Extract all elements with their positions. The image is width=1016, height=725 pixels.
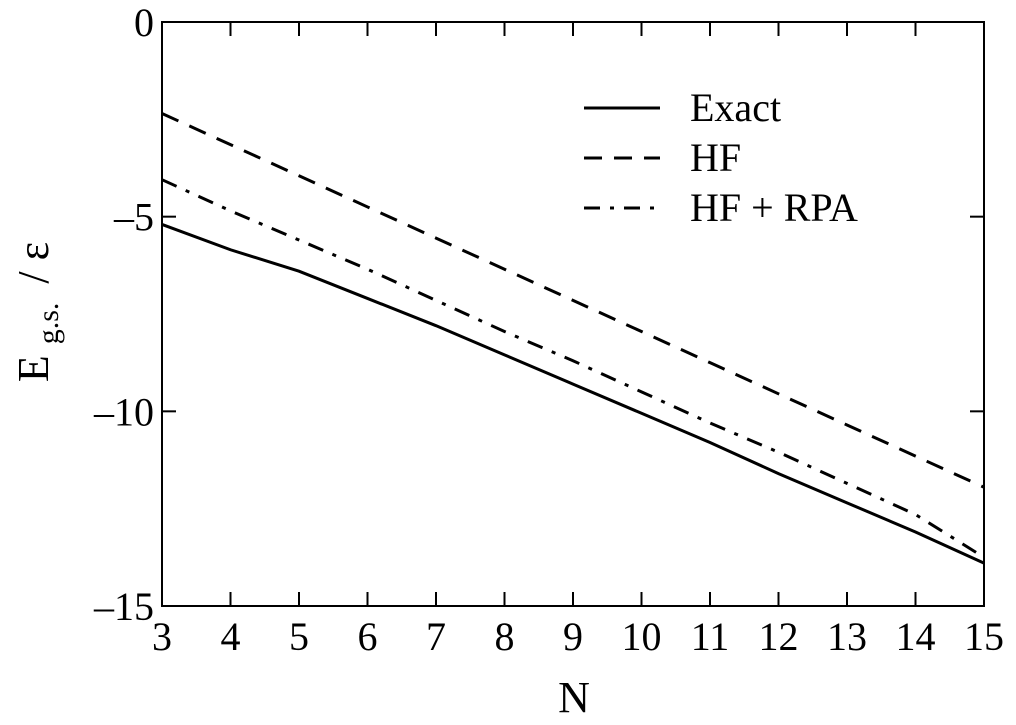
x-tick-label: 6 [358, 614, 378, 659]
x-tick-label: 4 [221, 614, 241, 659]
legend: Exact HF HF + RPA [584, 85, 858, 230]
y-axis-title-group: E g.s. / ε [9, 242, 68, 382]
axes-layer: 3 4 5 6 7 8 9 10 11 12 13 14 15 0 –5 –10 –15 [93, 0, 1004, 659]
legend-label-hf-rpa: HF + RPA [690, 185, 858, 230]
x-tick-label: 3 [152, 614, 172, 659]
x-tick-label: 9 [563, 614, 583, 659]
y-axis-title-main: E [9, 355, 58, 382]
legend-label-exact: Exact [690, 85, 781, 130]
x-tick-label: 13 [827, 614, 867, 659]
x-tick-label: 7 [426, 614, 446, 659]
x-tick-label: 14 [896, 614, 936, 659]
x-tick-label: 12 [759, 614, 799, 659]
y-axis-title-suffix: / ε [9, 242, 58, 284]
x-tick-label: 5 [289, 614, 309, 659]
x-tick-label: 11 [691, 614, 730, 659]
plot-layer [161, 112, 985, 565]
series-line-hf [161, 112, 985, 489]
y-axis-title-subscript: g.s. [32, 303, 65, 345]
series-line-hf-rpa [161, 178, 985, 559]
legend-label-hf: HF [690, 135, 741, 180]
y-axis-title: E g.s. / ε [9, 242, 68, 382]
x-tick-label: 15 [964, 614, 1004, 659]
y-tick-label: –5 [113, 195, 154, 240]
x-axis-title: N [558, 673, 590, 722]
series-line-exact [161, 223, 985, 565]
y-tick-label: –10 [93, 389, 154, 434]
y-tick-label: 0 [134, 0, 154, 45]
x-tick-label: 8 [495, 614, 515, 659]
y-tick-label: –15 [93, 584, 154, 629]
x-tick-label: 10 [622, 614, 662, 659]
